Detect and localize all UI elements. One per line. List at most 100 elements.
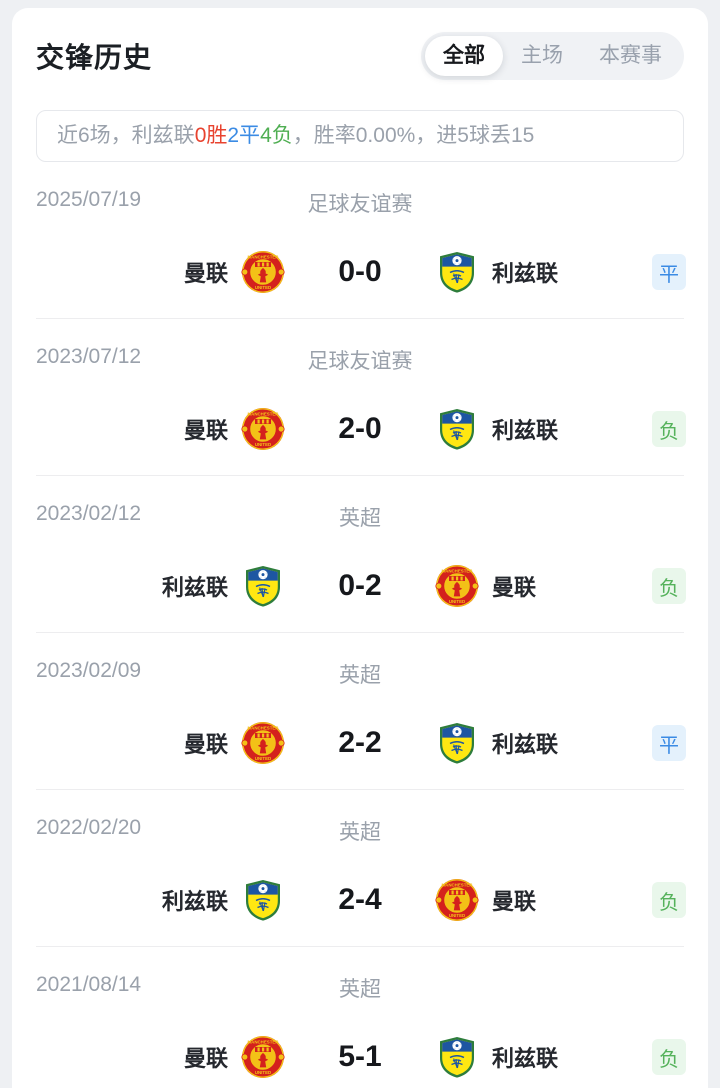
svg-text:UNITED: UNITED xyxy=(255,1070,271,1075)
tab-home[interactable]: 主场 xyxy=(521,44,563,67)
away-side: 利兹联 xyxy=(435,250,684,294)
competition-name: 英超 xyxy=(339,978,381,1001)
match-row[interactable]: 2022/02/20 英超 利兹联 2-4 MANCHESTER UNITED 曼… xyxy=(36,790,686,947)
competition-name: 英超 xyxy=(339,821,381,844)
result-badge: 负 xyxy=(652,1039,686,1075)
page-title: 交锋历史 xyxy=(36,42,153,73)
svg-text:MANCHESTER: MANCHESTER xyxy=(248,726,280,731)
away-team-name: 利兹联 xyxy=(492,418,559,443)
tab-this-competition[interactable]: 本赛事 xyxy=(599,44,662,67)
match-row[interactable]: 2023/02/12 英超 利兹联 0-2 MANCHESTER UNITED 曼… xyxy=(36,476,686,633)
result-badge: 负 xyxy=(652,882,686,918)
match-score: 2-4 xyxy=(338,883,382,916)
svg-text:UNITED: UNITED xyxy=(255,756,271,761)
match-date: 2025/07/19 xyxy=(36,188,142,211)
match-row[interactable]: 2025/07/19 足球友谊赛 曼联 MANCHESTER UNITED 0-0… xyxy=(36,162,686,319)
home-team-name: 曼联 xyxy=(183,732,228,757)
h2h-summary: 近6场，利兹联0胜2平4负，胜率0.00%，进5球丢15 xyxy=(36,110,684,162)
manutd-crest-icon: MANCHESTER UNITED xyxy=(435,878,479,922)
card-header: 交锋历史 全部 主场 本赛事 xyxy=(36,8,684,80)
leeds-crest-icon xyxy=(435,1035,479,1079)
match-date: 2022/02/20 xyxy=(36,816,142,839)
match-row[interactable]: 2021/08/14 英超 曼联 MANCHESTER UNITED 5-1 利兹… xyxy=(36,947,686,1088)
summary-draws: 2平 xyxy=(227,124,261,147)
competition-name: 英超 xyxy=(339,664,381,687)
away-side: MANCHESTER UNITED 曼联 xyxy=(435,564,684,608)
home-team-name: 曼联 xyxy=(183,261,228,286)
match-score: 0-2 xyxy=(338,569,382,602)
tab-group: 全部 主场 本赛事 xyxy=(421,32,684,80)
away-side: 利兹联 xyxy=(435,407,684,451)
result-badge: 负 xyxy=(652,568,686,604)
home-side: 利兹联 xyxy=(36,878,285,922)
leeds-crest-icon xyxy=(435,721,479,765)
summary-suffix: ，胜率0.00%，进5球丢15 xyxy=(292,124,535,147)
match-row-main: 曼联 MANCHESTER UNITED 0-0 利兹联 平 xyxy=(36,248,686,296)
manutd-crest-icon: MANCHESTER UNITED xyxy=(435,564,479,608)
home-side: 曼联 MANCHESTER UNITED xyxy=(36,1035,285,1079)
manutd-crest-icon: MANCHESTER UNITED xyxy=(241,721,285,765)
away-team-name: 曼联 xyxy=(492,575,537,600)
match-row-top: 2023/07/12 足球友谊赛 xyxy=(36,345,684,373)
competition-name: 足球友谊赛 xyxy=(307,193,413,216)
match-row-top: 2021/08/14 英超 xyxy=(36,973,684,1001)
away-team-name: 利兹联 xyxy=(492,261,559,286)
match-row-main: 利兹联 2-4 MANCHESTER UNITED 曼联 负 xyxy=(36,876,686,924)
h2h-card: 交锋历史 全部 主场 本赛事 近6场，利兹联0胜2平4负，胜率0.00%，进5球… xyxy=(12,8,708,1088)
competition-name: 足球友谊赛 xyxy=(307,350,413,373)
match-row-main: 利兹联 0-2 MANCHESTER UNITED 曼联 负 xyxy=(36,562,686,610)
match-date: 2023/07/12 xyxy=(36,345,142,368)
home-side: 利兹联 xyxy=(36,564,285,608)
match-row[interactable]: 2023/07/12 足球友谊赛 曼联 MANCHESTER UNITED 2-0… xyxy=(36,319,686,476)
summary-wins: 0胜 xyxy=(194,124,228,147)
leeds-crest-icon xyxy=(241,564,285,608)
away-side: 利兹联 xyxy=(435,1035,684,1079)
match-row-main: 曼联 MANCHESTER UNITED 2-0 利兹联 负 xyxy=(36,405,686,453)
manutd-crest-icon: MANCHESTER UNITED xyxy=(241,250,285,294)
home-team-name: 利兹联 xyxy=(161,889,228,914)
svg-text:UNITED: UNITED xyxy=(255,442,271,447)
svg-text:UNITED: UNITED xyxy=(449,913,465,918)
home-side: 曼联 MANCHESTER UNITED xyxy=(36,721,285,765)
svg-text:MANCHESTER: MANCHESTER xyxy=(442,569,474,574)
svg-text:MANCHESTER: MANCHESTER xyxy=(248,255,280,260)
away-team-name: 曼联 xyxy=(492,889,537,914)
leeds-crest-icon xyxy=(435,407,479,451)
manutd-crest-icon: MANCHESTER UNITED xyxy=(241,407,285,451)
home-team-name: 曼联 xyxy=(183,1046,228,1071)
leeds-crest-icon xyxy=(435,250,479,294)
match-score: 0-0 xyxy=(338,255,382,288)
svg-text:UNITED: UNITED xyxy=(449,599,465,604)
svg-text:MANCHESTER: MANCHESTER xyxy=(248,412,280,417)
match-row-top: 2025/07/19 足球友谊赛 xyxy=(36,188,684,216)
svg-text:MANCHESTER: MANCHESTER xyxy=(442,883,474,888)
match-row-top: 2023/02/09 英超 xyxy=(36,659,684,687)
match-row-main: 曼联 MANCHESTER UNITED 5-1 利兹联 负 xyxy=(36,1033,686,1081)
match-row-top: 2023/02/12 英超 xyxy=(36,502,684,530)
summary-prefix: 近6场，利兹联 xyxy=(57,124,195,147)
match-score: 2-2 xyxy=(338,726,382,759)
away-team-name: 利兹联 xyxy=(492,732,559,757)
match-date: 2023/02/12 xyxy=(36,502,142,525)
match-list: 2025/07/19 足球友谊赛 曼联 MANCHESTER UNITED 0-0… xyxy=(36,162,686,1088)
competition-name: 英超 xyxy=(339,507,381,530)
leeds-crest-icon xyxy=(241,878,285,922)
summary-losses: 4负 xyxy=(260,124,293,147)
result-badge: 负 xyxy=(652,411,686,447)
home-side: 曼联 MANCHESTER UNITED xyxy=(36,250,285,294)
match-date: 2023/02/09 xyxy=(36,659,142,682)
home-team-name: 曼联 xyxy=(183,418,228,443)
result-badge: 平 xyxy=(652,254,686,290)
away-side: 利兹联 xyxy=(435,721,684,765)
away-side: MANCHESTER UNITED 曼联 xyxy=(435,878,684,922)
tab-all[interactable]: 全部 xyxy=(425,36,503,76)
match-score: 5-1 xyxy=(338,1040,382,1073)
home-side: 曼联 MANCHESTER UNITED xyxy=(36,407,285,451)
match-row-top: 2022/02/20 英超 xyxy=(36,816,684,844)
match-row[interactable]: 2023/02/09 英超 曼联 MANCHESTER UNITED 2-2 利兹… xyxy=(36,633,686,790)
match-date: 2021/08/14 xyxy=(36,973,142,996)
svg-text:UNITED: UNITED xyxy=(255,285,271,290)
svg-text:MANCHESTER: MANCHESTER xyxy=(248,1040,280,1045)
match-row-main: 曼联 MANCHESTER UNITED 2-2 利兹联 平 xyxy=(36,719,686,767)
away-team-name: 利兹联 xyxy=(492,1046,559,1071)
